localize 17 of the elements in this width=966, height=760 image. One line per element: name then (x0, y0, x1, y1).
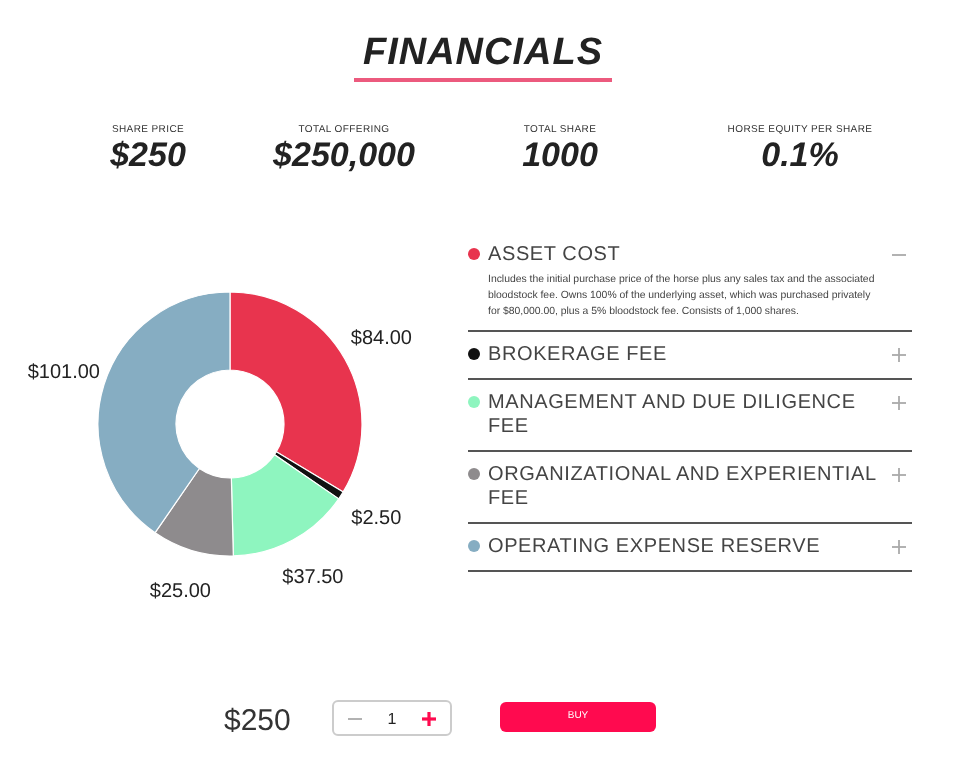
legend-label: MANAGEMENT AND DUE DILIGENCE FEE (488, 392, 858, 440)
text: 1 (387, 709, 397, 727)
text: 0.1% (759, 136, 841, 176)
data-label: $37.50 (282, 567, 345, 589)
text: $250 (108, 136, 188, 176)
chart-title: FINANCIALS (354, 32, 612, 82)
data-label: $101.00 (27, 362, 101, 385)
legend-label: ORGANIZATIONAL AND EXPERIENTIAL FEE (488, 464, 878, 512)
data-label: $2.50 (351, 508, 403, 531)
legend-label: BROKERAGE FEE (488, 344, 669, 368)
text: $250,000 (271, 136, 417, 176)
text: $250 (224, 704, 291, 738)
legend-label: OPERATING EXPENSE RESERVE (488, 536, 823, 560)
legend-label: ASSET COST (488, 244, 623, 268)
data-label: $25.00 (149, 580, 212, 603)
text: 1000 (520, 136, 600, 176)
data-label: $84.00 (350, 328, 413, 351)
